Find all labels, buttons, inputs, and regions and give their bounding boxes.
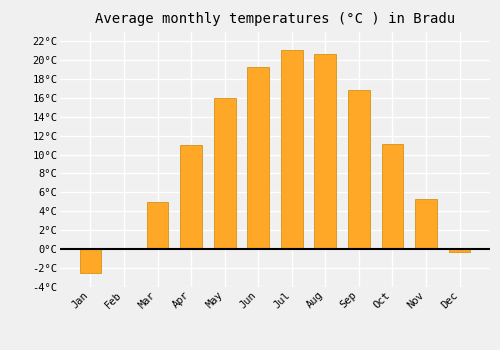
Bar <box>382 144 404 249</box>
Bar <box>248 68 269 249</box>
Bar <box>180 145 202 249</box>
Bar <box>146 202 169 249</box>
Bar <box>281 50 302 249</box>
Bar <box>214 98 236 249</box>
Bar <box>415 199 437 249</box>
Bar <box>314 54 336 249</box>
Bar <box>448 249 470 252</box>
Title: Average monthly temperatures (°C ) in Bradu: Average monthly temperatures (°C ) in Br… <box>95 12 455 26</box>
Bar <box>80 249 102 273</box>
Bar <box>348 90 370 249</box>
